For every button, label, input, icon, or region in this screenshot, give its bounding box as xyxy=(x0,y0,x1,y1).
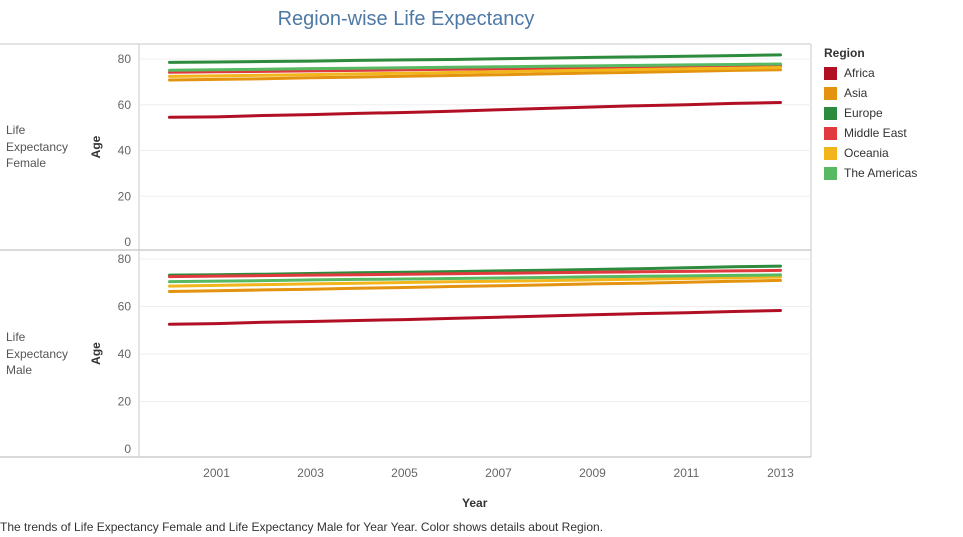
y-tick-label: 60 xyxy=(118,300,132,314)
legend-label: Asia xyxy=(844,86,868,100)
row-label-female: Life Expectancy Female xyxy=(6,123,69,170)
y-tick-label: 80 xyxy=(118,252,132,266)
x-tick-label: 2001 xyxy=(203,466,230,480)
y-axis-title: Age xyxy=(89,135,103,158)
legend-swatch xyxy=(824,86,837,100)
y-tick-label: 40 xyxy=(118,144,132,158)
chart-caption: The trends of Life Expectancy Female and… xyxy=(0,520,604,534)
legend-item-oceania[interactable]: Oceania xyxy=(824,143,917,163)
legend-swatch xyxy=(824,146,837,160)
x-axis-title: Year xyxy=(462,496,488,510)
series-line-oceania-male xyxy=(168,275,782,288)
legend-swatch xyxy=(824,166,837,180)
legend-item-europe[interactable]: Europe xyxy=(824,103,917,123)
legend-swatch xyxy=(824,126,837,140)
chart-title: Region-wise Life Expectancy xyxy=(277,8,535,30)
legend-label: The Americas xyxy=(844,166,918,180)
legend-label: Middle East xyxy=(844,126,907,140)
y-tick-label: 0 xyxy=(124,442,131,456)
row-label-male: Life Expectancy Male xyxy=(6,330,69,377)
y-tick-label: 40 xyxy=(118,347,132,361)
x-tick-label: 2005 xyxy=(391,466,418,480)
legend-label: Oceania xyxy=(844,146,889,160)
series-line-middle-east-female xyxy=(168,64,782,74)
y-tick-label: 20 xyxy=(118,189,132,203)
series-line-europe-female xyxy=(168,53,782,64)
legend: Region Africa Asia Europe Middle East Oceani… xyxy=(824,46,917,183)
x-tick-label: 2009 xyxy=(579,466,606,480)
legend-item-asia[interactable]: Asia xyxy=(824,83,917,103)
legend-swatch xyxy=(824,66,837,80)
series-line-africa-male xyxy=(168,309,782,326)
series-line-africa-female xyxy=(168,101,782,119)
legend-label: Europe xyxy=(844,106,883,120)
x-tick-label: 2013 xyxy=(767,466,794,480)
x-tick-label: 2011 xyxy=(674,466,700,480)
legend-item-middle-east[interactable]: Middle East xyxy=(824,123,917,143)
y-tick-label: 80 xyxy=(118,52,132,66)
y-tick-label: 0 xyxy=(124,235,131,249)
legend-title: Region xyxy=(824,46,865,60)
y-tick-label: 20 xyxy=(118,395,132,409)
legend-item-africa[interactable]: Africa xyxy=(824,63,917,83)
x-tick-label: 2003 xyxy=(297,466,324,480)
series-line-oceania-female xyxy=(168,66,782,78)
series-line-the-americas-female xyxy=(168,62,782,72)
x-tick-label: 2007 xyxy=(485,466,512,480)
y-axis-title: Age xyxy=(89,342,103,365)
legend-item-the-americas[interactable]: The Americas xyxy=(824,163,917,183)
series-line-asia-female xyxy=(168,68,782,82)
y-tick-label: 60 xyxy=(118,98,132,112)
series-line-middle-east-male xyxy=(168,268,782,279)
series-line-the-americas-male xyxy=(168,273,782,284)
legend-label: Africa xyxy=(844,66,875,80)
series-line-asia-male xyxy=(168,278,782,293)
legend-swatch xyxy=(824,106,837,120)
